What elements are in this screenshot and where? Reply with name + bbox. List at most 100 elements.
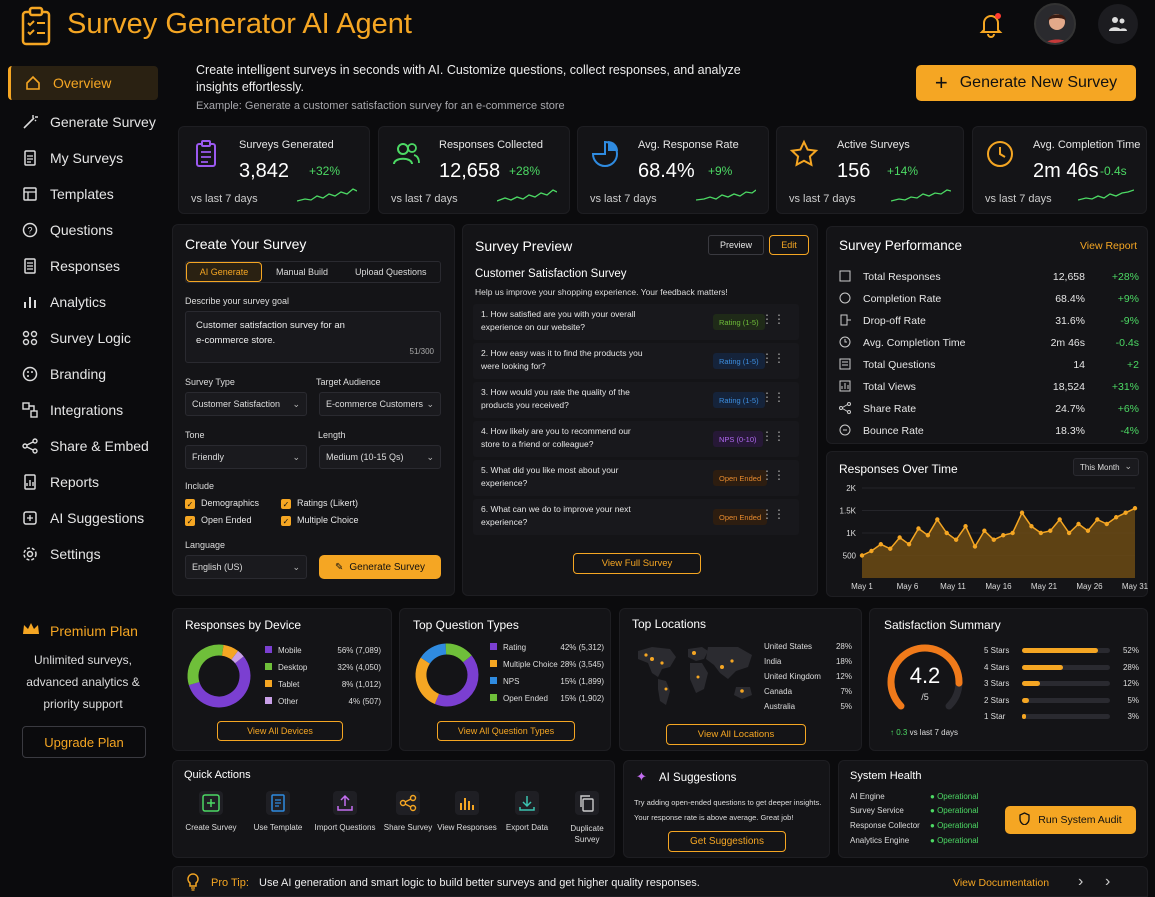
premium-title-row: Premium Plan [22,622,138,639]
drag-handle-icon[interactable]: ⋮⋮ [761,390,785,404]
length-select[interactable]: Medium (10-15 Qs) ⌄ [319,445,441,469]
question-row[interactable]: 3. How would you rate the quality of the… [473,382,799,418]
question-row[interactable]: 6. What can we do to improve your next e… [473,499,799,535]
tab-upload-questions[interactable]: Upload Questions [355,267,427,277]
sidebar-item-overview[interactable]: Overview [8,66,158,100]
include-multiple-choice-checkbox[interactable]: ✓ Multiple Choice [281,515,359,526]
drag-handle-icon[interactable]: ⋮⋮ [761,429,785,443]
status-text: Operational [937,836,979,845]
view-report-link[interactable]: View Report [1079,240,1137,252]
pie-chart-icon [590,139,620,169]
goal-textarea[interactable]: Customer satisfaction survey for an e-co… [185,311,441,363]
sidebar-item-generate-survey[interactable]: Generate Survey [8,105,158,139]
quick-action-view-responses[interactable]: View Responses [435,791,499,832]
sidebar-item-questions[interactable]: ? Questions [8,213,158,247]
share-icon [396,791,420,815]
edit-button[interactable]: Edit [769,235,809,255]
user-avatar[interactable] [1034,3,1076,45]
question-circle-icon: ? [22,222,38,238]
location-name: Australia [764,702,796,711]
question-text: 6. What can we do to improve your next e… [481,504,631,527]
upgrade-plan-button[interactable]: Upgrade Plan [22,726,146,758]
run-system-audit-button[interactable]: Run System Audit [1005,806,1136,834]
question-row[interactable]: 5. What did you like most about your exp… [473,460,799,496]
sidebar-item-reports[interactable]: Reports [8,465,158,499]
plus-square-icon [199,791,223,815]
target-audience-select[interactable]: E-commerce Customers ⌄ [319,392,441,416]
chevron-right-icon[interactable]: › [1105,873,1111,890]
team-icon[interactable] [1098,4,1138,44]
survey-type-select[interactable]: Customer Satisfaction ⌄ [185,392,307,416]
area-fill [862,508,1135,578]
quick-action-share-survey[interactable]: Share Survey [376,791,440,832]
drag-handle-icon[interactable]: ⋮⋮ [761,507,785,521]
users-icon [391,139,421,169]
sidebar-item-ai-suggestions[interactable]: AI Suggestions [8,501,158,535]
sidebar-item-analytics[interactable]: Analytics [8,285,158,319]
x-tick-label: May 31 [1122,582,1149,591]
sidebar-item-settings[interactable]: Settings [8,537,158,571]
quick-action-create-survey[interactable]: Create Survey [179,791,243,832]
quick-action-export-data[interactable]: Export Data [495,791,559,832]
location-name: Canada [764,687,793,696]
report-icon [22,474,38,490]
stat-card-active-surveys: Active Surveys 156 +14% vs last 7 days [776,126,964,214]
location-name: India [764,657,782,666]
responses-area-chart: 500 1K 1.5K 2K May 1 May 6 May 11 May 16 May 21 M… [840,484,1149,591]
create-tabs [185,261,441,283]
status-dot-icon: ● [930,821,935,830]
drag-handle-icon[interactable]: ⋮⋮ [761,468,785,482]
generate-survey-button[interactable]: ✎ Generate Survey [319,555,441,579]
bell-icon[interactable] [978,12,1004,38]
include-open-ended-checkbox[interactable]: ✓ Open Ended [185,515,252,526]
sidebar-item-responses[interactable]: Responses [8,249,158,283]
view-documentation-link[interactable]: View Documentation [953,877,1050,889]
generate-new-survey-button[interactable]: + Generate New Survey [916,65,1136,101]
view-all-devices-button[interactable]: View All Devices [217,721,343,741]
tab-ai-generate[interactable]: AI Generate [186,262,262,282]
perf-row: Total Responses 12,658 +28% [839,267,1139,287]
legend-label: NPS [503,677,520,686]
language-select[interactable]: English (US) ⌄ [185,555,307,579]
question-row[interactable]: 2. How easy was it to find the products … [473,343,799,379]
preview-button[interactable]: Preview [708,235,764,255]
sidebar-item-share-embed[interactable]: Share & Embed [8,429,158,463]
view-full-survey-button[interactable]: View Full Survey [573,553,701,574]
quick-action-import-questions[interactable]: Import Questions [313,791,377,832]
range-select[interactable]: This Month ⌄ [1073,458,1139,476]
quick-action-label: Import Questions [314,823,376,832]
tone-select[interactable]: Friendly ⌄ [185,445,307,469]
legend-label: Desktop [278,663,308,672]
sidebar-item-my-surveys[interactable]: My Surveys [8,141,158,175]
premium-plan-card: Premium Plan Unlimited surveys, advanced… [8,608,158,768]
sidebar-item-integrations[interactable]: Integrations [8,393,158,427]
y-tick-label: 1K [846,529,856,538]
sidebar-item-branding[interactable]: Branding [8,357,158,391]
star-bar-fill [1022,697,1030,703]
status-dot-icon: ● [930,836,935,845]
view-all-question-types-button[interactable]: View All Question Types [437,721,575,741]
view-all-locations-button[interactable]: View All Locations [666,724,806,745]
include-ratings-checkbox[interactable]: ✓ Ratings (Likert) [281,498,358,509]
quick-action-duplicate-survey[interactable]: Duplicate Survey [555,791,619,845]
target-audience-value: E-commerce Customers [326,399,424,409]
sidebar-item-survey-logic[interactable]: Survey Logic [8,321,158,355]
quick-action-use-template[interactable]: Use Template [246,791,310,832]
drag-handle-icon[interactable]: ⋮⋮ [761,312,785,326]
question-row[interactable]: 1. How satisfied are you with your overa… [473,304,799,340]
stat-value: 156 [837,160,871,182]
tone-value: Friendly [192,452,225,462]
question-text: 1. How satisfied are you with your overa… [481,309,636,332]
chevron-right-icon[interactable]: › [1078,873,1084,890]
copy-icon [575,791,599,815]
sidebar-item-templates[interactable]: Templates [8,177,158,211]
perf-label: Total Questions [863,359,936,371]
drag-handle-icon[interactable]: ⋮⋮ [761,351,785,365]
include-demographics-checkbox[interactable]: ✓ Demographics [185,498,259,509]
question-type-tag: Open Ended [713,509,768,525]
perf-delta: +2 [1127,359,1139,371]
tab-manual-build[interactable]: Manual Build [276,267,329,277]
target-audience-label: Target Audience [316,377,381,387]
get-suggestions-button[interactable]: Get Suggestions [668,831,786,852]
question-row[interactable]: 4. How likely are you to recommend our s… [473,421,799,457]
